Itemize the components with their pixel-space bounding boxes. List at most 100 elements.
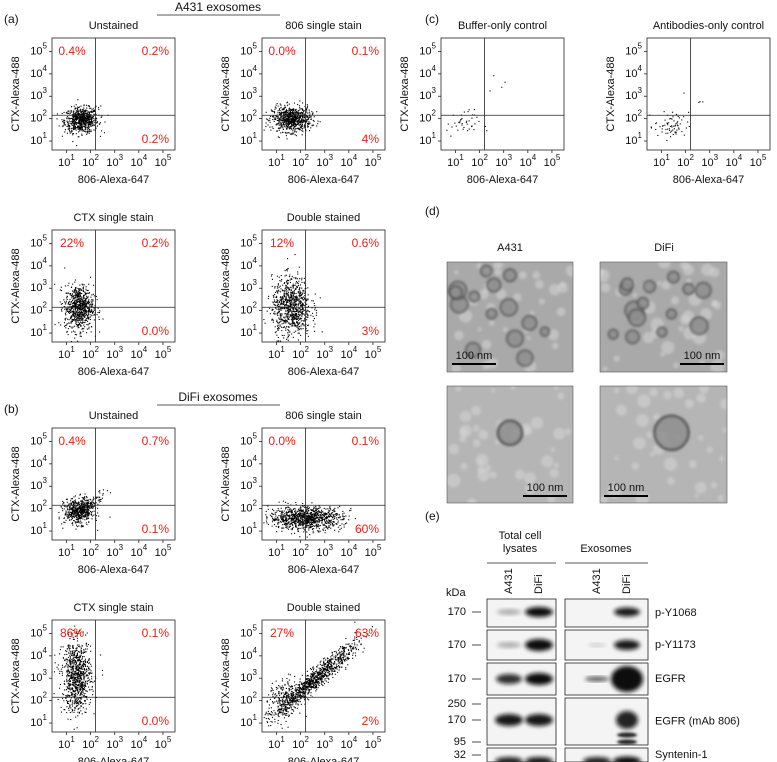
dot	[78, 520, 80, 522]
dot	[295, 524, 297, 526]
dot	[69, 519, 71, 521]
dot	[82, 317, 84, 319]
dot	[306, 116, 308, 118]
dot	[293, 111, 295, 113]
dot	[281, 313, 283, 315]
dot	[271, 309, 273, 311]
dot	[83, 105, 85, 107]
dot	[73, 314, 75, 316]
dot	[83, 509, 85, 511]
dot	[68, 128, 70, 130]
dot	[285, 316, 287, 318]
dot	[277, 110, 279, 112]
dot	[313, 510, 315, 512]
tick-base: 10	[268, 349, 280, 361]
dot	[288, 326, 290, 328]
dot	[297, 329, 299, 331]
dot	[334, 529, 336, 531]
dot	[327, 521, 329, 523]
dot	[80, 298, 82, 300]
dot	[86, 508, 88, 510]
dot	[85, 118, 87, 120]
y-tick-label: 102	[240, 301, 257, 317]
dot	[80, 128, 82, 130]
dot	[83, 309, 85, 311]
dot	[306, 115, 308, 117]
dot	[289, 323, 291, 325]
dot	[86, 503, 88, 505]
dot	[75, 502, 77, 504]
dot	[336, 518, 338, 520]
dot	[63, 299, 65, 301]
dot	[288, 287, 290, 289]
dot	[296, 326, 298, 328]
dot	[318, 505, 320, 507]
dot	[279, 324, 281, 326]
dot	[307, 505, 309, 507]
tick-base: 10	[155, 157, 167, 169]
dot	[329, 514, 331, 516]
dot	[74, 312, 76, 314]
dot	[286, 338, 288, 340]
dot	[303, 324, 305, 326]
dot	[287, 506, 289, 508]
dot	[88, 300, 90, 302]
dot	[71, 306, 73, 308]
dot	[88, 113, 90, 115]
dot	[279, 120, 281, 122]
dot	[349, 510, 351, 512]
dot	[64, 303, 66, 305]
dot	[285, 319, 287, 321]
dot	[300, 512, 302, 514]
dot	[301, 115, 303, 117]
dot	[312, 514, 314, 516]
dot	[292, 320, 294, 322]
dot	[97, 499, 99, 501]
dot	[273, 299, 275, 301]
dot	[289, 127, 291, 129]
dot	[287, 322, 289, 324]
dot	[291, 517, 293, 519]
dot	[302, 524, 304, 526]
dot	[287, 300, 289, 302]
dot	[91, 311, 93, 313]
dot	[292, 523, 294, 525]
dot	[279, 308, 281, 310]
dot	[306, 310, 308, 312]
dot	[278, 328, 280, 330]
dot	[68, 120, 70, 122]
dot	[277, 105, 279, 107]
dot	[77, 128, 79, 130]
dot	[73, 691, 75, 693]
dot	[82, 290, 84, 292]
dot	[323, 515, 325, 517]
dot	[280, 316, 282, 318]
dot	[292, 120, 294, 122]
dot	[310, 509, 312, 511]
dot	[106, 490, 108, 492]
dot	[299, 524, 301, 526]
dot	[285, 274, 287, 276]
dot	[291, 519, 293, 521]
dot	[74, 121, 76, 123]
dot	[291, 522, 293, 524]
dot	[86, 311, 88, 313]
dot	[288, 510, 290, 512]
dot	[300, 300, 302, 302]
dot	[82, 120, 84, 122]
dot	[286, 523, 288, 525]
dot	[82, 307, 84, 309]
dot	[78, 127, 80, 129]
dot	[79, 510, 81, 512]
dot	[291, 294, 293, 296]
dot	[299, 527, 301, 529]
dot	[85, 300, 87, 302]
dot	[71, 331, 73, 333]
dot	[285, 308, 287, 310]
x-tick-label: 102	[82, 153, 99, 169]
dot	[298, 124, 300, 126]
y-axis-label: CTX-Alexa-488	[10, 56, 22, 131]
dot	[308, 516, 310, 518]
tick-exp: 3	[119, 345, 124, 354]
dot	[80, 517, 82, 519]
